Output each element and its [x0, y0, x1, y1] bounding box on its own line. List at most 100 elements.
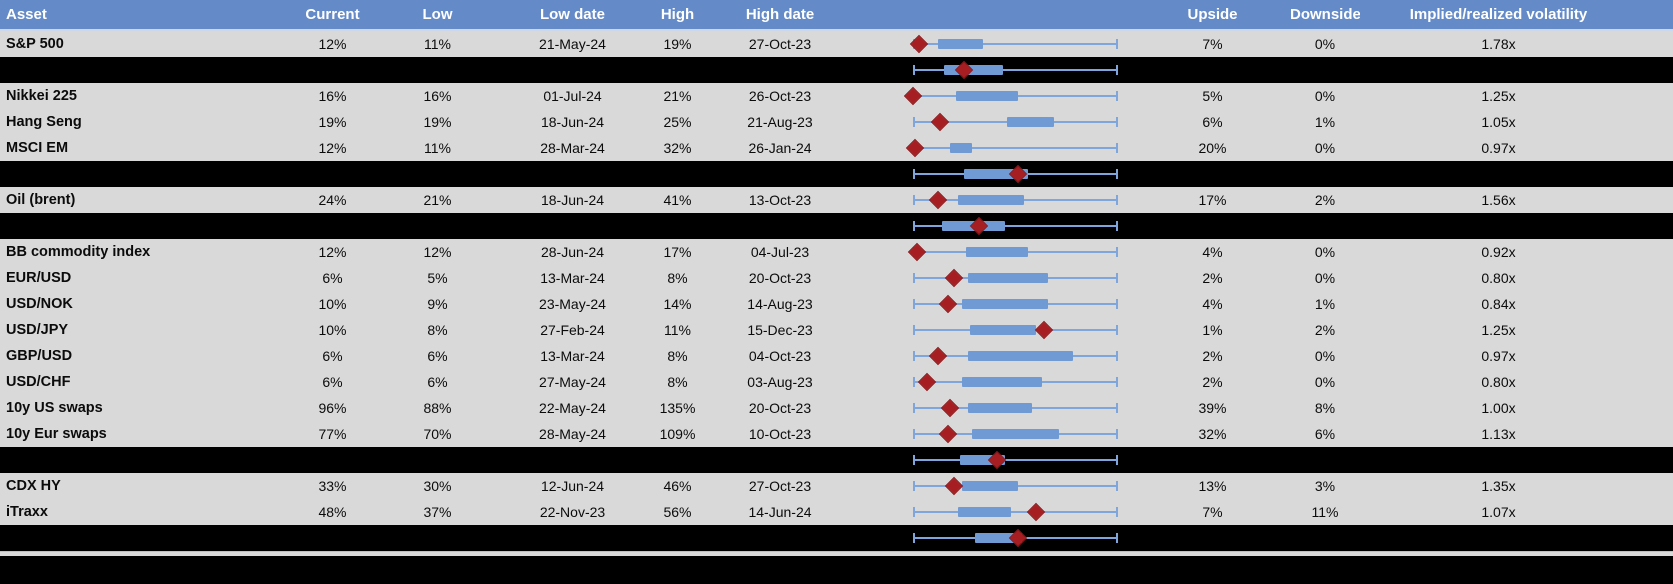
table-row: 10y US swaps 96% 88% 22-May-24 135% 20-Oct-23…: [0, 395, 1673, 421]
whisker-cap-right: [1116, 325, 1118, 335]
whisker-cap-left: [913, 273, 915, 283]
cell-high_date: 04-Jul-23: [750, 244, 810, 260]
cell-high_date: 14-Jun-24: [748, 504, 812, 520]
separator-row: [0, 57, 1673, 83]
whisker-cap-left: [913, 169, 915, 179]
cell-current: 12%: [318, 244, 347, 260]
whisker-cap-left: [913, 481, 915, 491]
cell-high: 56%: [663, 504, 692, 520]
table-row: GBP/USD 6% 6% 13-Mar-24 8% 04-Oct-23 2% 0% 0.97x: [0, 343, 1673, 369]
column-header-high-date: High date: [745, 6, 815, 23]
cell-asset: EUR/USD: [6, 270, 72, 286]
cell-asset: iTraxx: [6, 504, 48, 520]
cell-current: 19%: [318, 114, 347, 130]
current-marker-diamond: [903, 86, 923, 106]
whisker-cap-left: [913, 65, 915, 75]
whisker-cap-left: [913, 377, 915, 387]
whisker-cap-left: [913, 299, 915, 309]
range-box: [968, 273, 1049, 283]
range-box: [960, 455, 1006, 465]
whisker-cap-right: [1116, 351, 1118, 361]
cell-current: 10%: [318, 296, 347, 312]
cell-upside: 39%: [1198, 400, 1227, 416]
whisker-cap-right: [1116, 169, 1118, 179]
cell-high: 14%: [663, 296, 692, 312]
range-boxplot: [913, 291, 1118, 317]
cell-upside: 2%: [1202, 374, 1223, 390]
whisker-cap-right: [1116, 195, 1118, 205]
current-marker-diamond: [918, 372, 937, 392]
cell-downside: 2%: [1314, 322, 1336, 338]
whisker-line: [913, 147, 1118, 149]
range-boxplot: [913, 525, 1118, 551]
cell-upside: 20%: [1198, 140, 1227, 156]
range-box: [968, 351, 1073, 361]
current-marker-diamond: [938, 424, 958, 444]
cell-asset: 10y US swaps: [6, 400, 103, 416]
range-box: [958, 507, 1012, 517]
range-boxplot: [913, 187, 1118, 213]
range-box: [964, 169, 1028, 179]
cell-high: 17%: [663, 244, 692, 260]
table-row: USD/NOK 10% 9% 23-May-24 14% 14-Aug-23 4% 1% 0.8…: [0, 291, 1673, 317]
cell-high: 46%: [663, 478, 692, 494]
table-row: USD/CHF 6% 6% 27-May-24 8% 03-Aug-23 2% 0% 0.80x: [0, 369, 1673, 395]
cell-asset: Nikkei 225: [6, 88, 77, 104]
cell-low_date: 18-Jun-24: [540, 114, 605, 130]
cell-low_date: 18-Jun-24: [540, 192, 605, 208]
cell-implied: 1.25x: [1481, 88, 1516, 104]
cell-current: 10%: [318, 322, 347, 338]
cell-low_date: 23-May-24: [539, 296, 606, 312]
separator-row: [0, 161, 1673, 187]
cell-upside: 17%: [1198, 192, 1227, 208]
whisker-cap-left: [913, 351, 915, 361]
cell-downside: 1%: [1314, 114, 1336, 130]
whisker-cap-right: [1116, 429, 1118, 439]
range-box: [970, 325, 1036, 335]
cell-high: 8%: [667, 270, 688, 286]
footer-band: [0, 556, 1673, 584]
cell-upside: 1%: [1202, 322, 1223, 338]
whisker-cap-right: [1116, 91, 1118, 101]
cell-low_date: 22-May-24: [539, 400, 606, 416]
cell-high: 32%: [663, 140, 692, 156]
whisker-cap-right: [1116, 455, 1118, 465]
table-row: MSCI EM 12% 11% 28-Mar-24 32% 26-Jan-24 20% 0% 0…: [0, 135, 1673, 161]
cell-current: 12%: [318, 140, 347, 156]
cell-downside: 0%: [1314, 348, 1336, 364]
cell-low: 16%: [423, 88, 452, 104]
cell-low: 11%: [424, 36, 451, 52]
cell-low_date: 22-Nov-23: [539, 504, 606, 520]
table-row: Hang Seng 19% 19% 18-Jun-24 25% 21-Aug-23 6% 1%…: [0, 109, 1673, 135]
range-box: [958, 195, 1024, 205]
whisker-cap-left: [913, 403, 915, 413]
cell-low_date: 12-Jun-24: [540, 478, 605, 494]
cell-high: 25%: [663, 114, 692, 130]
cell-current: 6%: [322, 270, 343, 286]
cell-upside: 13%: [1198, 478, 1227, 494]
cell-current: 12%: [318, 36, 347, 52]
whisker-cap-right: [1116, 247, 1118, 257]
cell-downside: 0%: [1314, 374, 1336, 390]
current-marker-diamond: [928, 346, 947, 366]
whisker-cap-right: [1116, 273, 1118, 283]
range-box: [968, 403, 1032, 413]
cell-implied: 1.56x: [1481, 192, 1516, 208]
range-boxplot: [913, 213, 1118, 239]
cell-low_date: 27-Feb-24: [540, 322, 605, 338]
current-marker-diamond: [1034, 320, 1054, 340]
range-boxplot: [913, 317, 1118, 343]
cell-high_date: 21-Aug-23: [747, 114, 813, 130]
cell-upside: 6%: [1202, 114, 1223, 130]
cell-high: 8%: [667, 374, 688, 390]
cell-high_date: 03-Aug-23: [747, 374, 813, 390]
range-box: [966, 247, 1028, 257]
cell-low: 21%: [423, 192, 452, 208]
cell-low_date: 28-Mar-24: [540, 140, 605, 156]
cell-downside: 0%: [1314, 270, 1336, 286]
cell-high_date: 13-Oct-23: [748, 192, 812, 208]
range-box: [943, 65, 1004, 75]
cell-asset: USD/CHF: [6, 374, 71, 390]
cell-upside: 7%: [1202, 504, 1223, 520]
cell-downside: 0%: [1314, 88, 1336, 104]
